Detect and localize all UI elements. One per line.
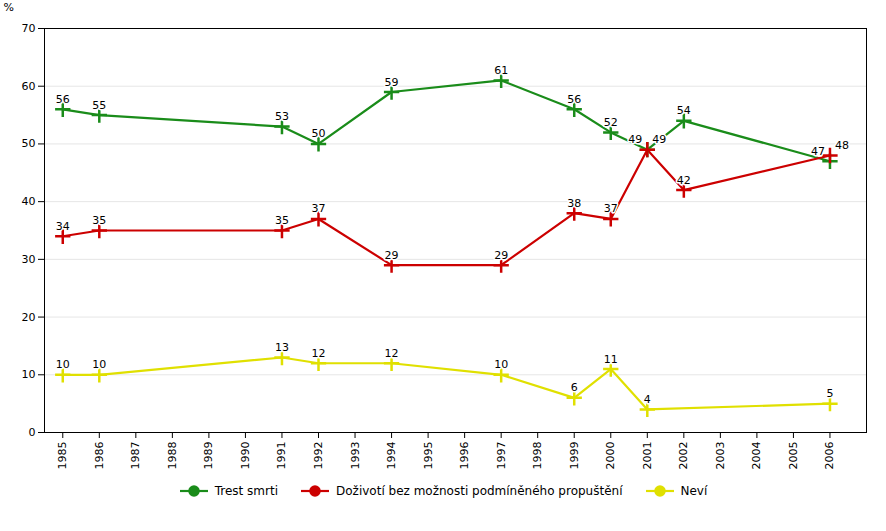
svg-text:20: 20 (22, 311, 36, 324)
svg-text:60: 60 (22, 80, 36, 93)
svg-text:40: 40 (22, 195, 36, 208)
svg-text:6: 6 (571, 381, 578, 394)
svg-text:5: 5 (826, 387, 833, 400)
svg-text:56: 56 (567, 93, 581, 106)
svg-text:47: 47 (811, 145, 825, 158)
svg-text:42: 42 (677, 174, 691, 187)
svg-text:2005: 2005 (787, 442, 800, 470)
svg-text:35: 35 (275, 214, 289, 227)
svg-text:2000: 2000 (604, 442, 617, 470)
svg-text:%: % (4, 1, 14, 14)
svg-text:1991: 1991 (275, 442, 288, 470)
svg-text:50: 50 (22, 137, 36, 150)
svg-text:61: 61 (494, 64, 508, 77)
svg-text:38: 38 (567, 197, 581, 210)
svg-text:1994: 1994 (385, 442, 398, 470)
svg-text:1985: 1985 (56, 442, 69, 470)
svg-text:1995: 1995 (422, 442, 435, 470)
svg-text:50: 50 (312, 127, 326, 140)
svg-text:59: 59 (385, 76, 399, 89)
svg-text:1998: 1998 (531, 442, 544, 470)
svg-text:55: 55 (92, 99, 106, 112)
svg-text:1989: 1989 (202, 442, 215, 470)
svg-text:0: 0 (29, 426, 36, 439)
svg-text:49: 49 (628, 133, 642, 146)
svg-text:12: 12 (385, 347, 399, 360)
svg-text:1988: 1988 (166, 442, 179, 470)
svg-text:1987: 1987 (129, 442, 142, 470)
svg-text:1996: 1996 (458, 442, 471, 470)
svg-text:56: 56 (56, 93, 70, 106)
svg-text:1990: 1990 (239, 442, 252, 470)
svg-text:37: 37 (604, 202, 618, 215)
svg-text:11: 11 (604, 353, 618, 366)
svg-text:70: 70 (22, 22, 36, 35)
svg-text:10: 10 (56, 358, 70, 371)
svg-text:1992: 1992 (312, 442, 325, 470)
svg-text:13: 13 (275, 341, 289, 354)
svg-text:2004: 2004 (750, 442, 763, 470)
svg-text:54: 54 (677, 104, 691, 117)
svg-text:2001: 2001 (641, 442, 654, 470)
svg-text:12: 12 (312, 347, 326, 360)
svg-text:30: 30 (22, 253, 36, 266)
svg-text:1999: 1999 (568, 442, 581, 470)
svg-text:2006: 2006 (823, 442, 836, 470)
svg-text:34: 34 (56, 220, 70, 233)
svg-text:10: 10 (92, 358, 106, 371)
svg-text:29: 29 (494, 249, 508, 262)
svg-text:53: 53 (275, 110, 289, 123)
svg-text:29: 29 (385, 249, 399, 262)
svg-text:1997: 1997 (495, 442, 508, 470)
svg-text:1986: 1986 (93, 442, 106, 470)
svg-text:2003: 2003 (714, 442, 727, 470)
svg-text:10: 10 (494, 358, 508, 371)
svg-text:52: 52 (604, 116, 618, 129)
svg-text:2002: 2002 (677, 442, 690, 470)
svg-text:10: 10 (22, 368, 36, 381)
svg-text:1993: 1993 (349, 442, 362, 470)
html-text:Neví: Neví (680, 484, 708, 498)
svg-text:37: 37 (312, 202, 326, 215)
html-text:Trest smrti: Trest smrti (214, 484, 278, 498)
svg-text:35: 35 (92, 214, 106, 227)
svg-text:4: 4 (644, 393, 651, 406)
svg-text:49: 49 (652, 133, 666, 146)
svg-text:48: 48 (835, 139, 849, 152)
html-text:Doživotí bez možnosti podmíněn: Doživotí bez možnosti podmíněného propuš… (336, 484, 623, 498)
